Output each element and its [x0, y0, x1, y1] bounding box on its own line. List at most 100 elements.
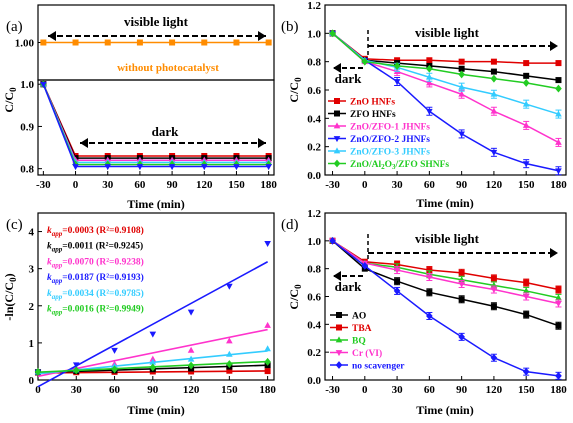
dark-arrow-head-d — [333, 271, 341, 281]
panel-d-letter: (d) — [281, 217, 299, 233]
panel-a-top-series-0-point — [233, 39, 240, 46]
panel-c-legend-entry: kapp=0.0187 (R²=0.9193) — [47, 272, 144, 285]
panel-b-ytick-label: 0.4 — [307, 113, 321, 125]
panel-b-xtick-label: 120 — [486, 179, 503, 191]
panel-d-ytick-label: 1.0 — [307, 236, 321, 248]
arrow-head-right-d — [550, 248, 558, 258]
panel-c-ytick-label: 0 — [29, 375, 35, 387]
panel-a-top-series-0-point — [136, 39, 143, 46]
panel-b-xtick-label: 0 — [362, 179, 368, 191]
panel-a-xtick-label: 0 — [73, 179, 79, 191]
panel-b-xtick-label: 150 — [518, 179, 535, 191]
panel-b-axes: -30 0 30 60 90 120 150 180 0.0 0.2 0.4 0.6 0.8 1.0 1.2 — [307, 0, 567, 191]
panel-b-legend-entry-label: ZnO HNFs — [350, 98, 395, 108]
panel-a-top-series-0-point — [72, 39, 79, 46]
panel-c-series-3-point — [149, 331, 157, 338]
panel-d-legend-swatch-marker — [335, 336, 343, 343]
dark-label-b: dark — [335, 71, 363, 86]
visible-light-label-b: visible light — [415, 25, 480, 40]
panel-b: (b) -30 0 30 60 90 120 150 180 0.0 0.2 0.4 0.6 0.8 1.… — [281, 0, 567, 210]
panel-c-ytick-label: 4 — [29, 227, 35, 239]
arrow-head-right-b — [550, 41, 558, 51]
panel-c-series-3-point — [264, 241, 271, 248]
panel-c-xtick-label: 0 — [35, 384, 41, 396]
without-photocatalyst-label: without photocatalyst — [117, 62, 219, 74]
panel-a-bottom-series-5-point — [200, 164, 208, 171]
dark-label-a: dark — [152, 124, 180, 139]
panel-a-bottom-series-5-point — [265, 164, 272, 171]
panel-c-series-5-point — [226, 360, 233, 368]
panel-a-xtick-label: 60 — [134, 179, 146, 191]
panel-d-legend-swatch-marker — [335, 350, 343, 357]
panel-c-series-3-point — [187, 309, 195, 316]
panel-b-series-5-point — [490, 74, 498, 83]
panel-b-series-5-line — [332, 32, 559, 90]
panel-c-legend-entry: kapp=0.0016 (R²=0.9949) — [47, 304, 144, 317]
panel-a-bottom-plot — [40, 80, 272, 171]
panel-c-series-3-point — [72, 362, 80, 369]
panel-a-bottom-series-5-point — [40, 81, 47, 88]
panel-a-bottom-series-4-line — [42, 83, 269, 166]
panel-c-series-5-point — [34, 367, 42, 376]
visible-light-label-d: visible light — [415, 231, 480, 246]
panel-a-bottom-series-5-point — [72, 164, 79, 171]
dark-arrow-head-b — [333, 63, 341, 73]
panel-c-series-2-point — [264, 321, 271, 328]
panel-d-xtick-label: 30 — [392, 384, 404, 396]
panel-a-bottom-ytick-label: 1.0 — [20, 79, 34, 91]
panel-c-legend-entry: kapp=0.0003 (R²=0.9108) — [47, 225, 144, 238]
panel-a-bottom-frame — [37, 79, 275, 176]
panel-c-series-4-point — [187, 355, 195, 362]
panel-d-legend-entry-label: BQ — [352, 337, 366, 347]
panel-d-legend-swatch-marker — [336, 324, 342, 331]
panel-b-ytick-label: 0.6 — [307, 85, 321, 97]
panel-b-series-5-point — [522, 79, 530, 87]
panel-d-ytick-label: 0.6 — [307, 292, 321, 304]
panel-b-legend: ZnO HNFs ZFO HNFs ZnO/ZFO-1 JHNFs ZnO/ZFO-2… — [328, 98, 449, 171]
panel-a-top-series-0-point — [265, 39, 272, 46]
panel-b-legend-swatch-marker — [333, 159, 341, 168]
panel-d-plot — [329, 236, 562, 380]
panel-a-top-series-0-point — [169, 39, 176, 46]
panel-c-ytick-label: 1 — [29, 338, 35, 350]
panel-c-series-0-point — [264, 368, 271, 375]
panel-a-bottom-series-5-line — [42, 83, 269, 168]
panel-b-ytick-label: 0.8 — [307, 57, 321, 69]
panel-d-xtick-label: 90 — [456, 384, 468, 396]
panel-b-ytick-label: 1.0 — [307, 28, 321, 40]
panel-a-top-series-0-point — [201, 39, 208, 46]
panel-b-ylabel: C/C0 — [287, 77, 303, 103]
panel-b-ytick-label: 0.0 — [307, 170, 321, 182]
panel-c-axes: 0 30 60 90 120 150 180 0 1 2 3 4 — [29, 227, 277, 396]
panel-c-series-5-point — [149, 363, 157, 372]
panel-a-xtick-label: 180 — [260, 179, 277, 191]
panel-c-letter: (c) — [6, 217, 23, 233]
panel-d-series-4-point — [329, 236, 336, 245]
panel-d-xtick-label: -30 — [325, 384, 340, 396]
panel-d-xtick-label: 180 — [550, 384, 567, 396]
panel-b-series-5-point — [393, 62, 401, 70]
panel-c-frame — [37, 212, 275, 381]
panel-b-xlabel: Time (min) — [416, 196, 473, 210]
panel-d-legend-swatch-marker — [336, 312, 342, 318]
panel-b-series-1-point — [490, 68, 497, 75]
panel-c-xlabel: Time (min) — [127, 403, 184, 417]
panel-c-xtick-label: 90 — [147, 384, 159, 396]
panel-b-ytick-label: 0.2 — [307, 142, 321, 154]
panel-c-xtick-label: 150 — [221, 384, 238, 396]
panel-b-ytick-label: 1.2 — [307, 0, 321, 12]
panel-c-series-4-point — [226, 350, 233, 357]
panel-b-legend-entry-label: ZnO/ZFO-3 JHNFs — [350, 148, 430, 158]
panel-b-xtick-label: 180 — [550, 179, 567, 191]
panel-c-ylabel: -ln(C/C0) — [2, 273, 18, 320]
panel-d-ytick-label: 0.0 — [307, 375, 321, 387]
panel-b-series-0-point — [426, 57, 433, 64]
panel-b-legend-swatch-marker — [333, 122, 341, 129]
arrow-head-left-a — [48, 31, 56, 41]
dark-label-d: dark — [335, 279, 363, 294]
arrow-head-right-a — [258, 31, 266, 41]
panel-b-series-4-line — [332, 32, 559, 115]
panel-d-series-4-line — [332, 240, 559, 377]
panel-d-axes: -30 0 30 60 90 120 150 180 0.0 0.2 0.4 0.6 0.8 1.0 1.2 — [307, 208, 567, 396]
panel-d-xlabel: Time (min) — [416, 403, 473, 417]
